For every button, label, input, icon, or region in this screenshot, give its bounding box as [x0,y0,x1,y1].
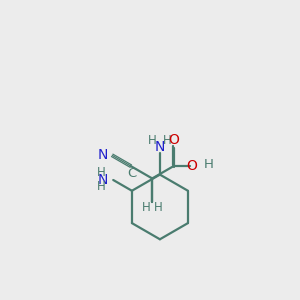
Text: H: H [154,201,163,214]
Text: N: N [155,140,165,154]
Text: N: N [97,148,108,162]
Text: H: H [204,158,214,171]
Text: H: H [97,166,105,179]
Text: H: H [163,134,172,147]
Text: H: H [142,201,150,214]
Text: O: O [168,133,179,147]
Text: N: N [98,173,108,187]
Text: H: H [97,180,105,193]
Text: C: C [127,167,136,180]
Text: O: O [186,159,197,173]
Text: H: H [148,134,157,147]
